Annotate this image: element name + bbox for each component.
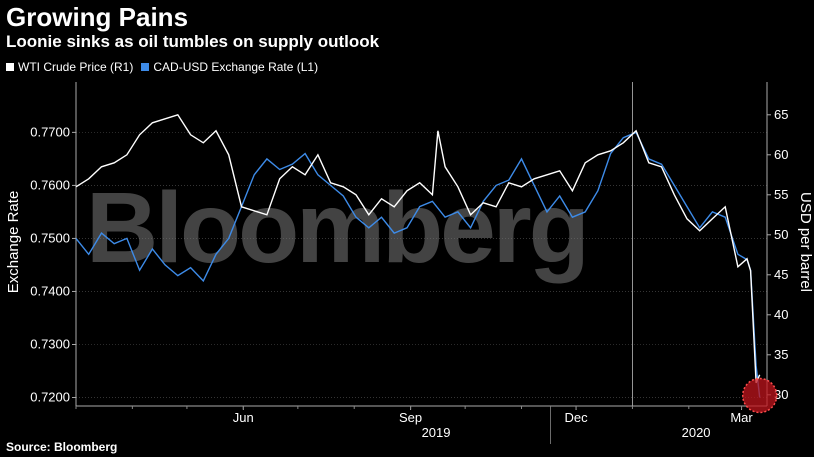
y-left-tick-label: 0.7300	[30, 336, 70, 351]
y-right-tick-label: 45	[774, 267, 788, 282]
y-left-tick-label: 0.7600	[30, 177, 70, 192]
legend: WTI Crude Price (R1) CAD-USD Exchange Ra…	[6, 60, 318, 74]
y-left-tick-label: 0.7200	[30, 390, 70, 405]
legend-swatch-cad	[141, 63, 150, 71]
y-right-tick-label: 40	[774, 307, 788, 322]
legend-label-cad: CAD-USD Exchange Rate (L1)	[153, 60, 319, 74]
legend-item-wti: WTI Crude Price (R1)	[6, 60, 133, 74]
series-line-wti-crude	[75, 113, 761, 384]
x-tick-label-month: Jun	[233, 410, 254, 425]
legend-item-cad: CAD-USD Exchange Rate (L1)	[141, 60, 318, 74]
source-note: Source: Bloomberg	[6, 440, 118, 454]
x-tick-label-month: Dec	[565, 410, 589, 425]
y-right-tick-label: 30	[774, 387, 788, 402]
x-tick-label-month: Mar	[730, 410, 753, 425]
x-year-label: 2020	[682, 425, 711, 440]
y-axis-left-label: Exchange Rate	[5, 191, 22, 294]
x-year-label: 2019	[422, 425, 451, 440]
series-line-cad-usd	[75, 131, 761, 398]
x-tick-label-month: Sep	[399, 410, 422, 425]
y-right-tick-label: 50	[774, 227, 788, 242]
y-left-tick-label: 0.7400	[30, 283, 70, 298]
watermark-bloomberg: Bloomberg	[86, 172, 587, 284]
drop-highlight-circle	[741, 377, 778, 414]
legend-swatch-wti	[6, 63, 14, 71]
series-lines	[75, 113, 761, 398]
y-axis-right-label: USD per barrel	[797, 192, 814, 292]
y-right-tick-label: 60	[774, 147, 788, 162]
axes: 0.7700 0.7600 0.7500 0.7400 0.7300 0.7200 65 60…	[30, 82, 788, 444]
y-right-tick-label: 65	[774, 107, 788, 122]
y-right-tick-label: 55	[774, 187, 788, 202]
chart-subtitle: Loonie sinks as oil tumbles on supply ou…	[6, 32, 380, 51]
y-right-tick-label: 35	[774, 347, 788, 362]
y-left-tick-label: 0.7700	[30, 124, 70, 139]
legend-label-wti: WTI Crude Price (R1)	[18, 60, 134, 74]
y-left-tick-label: 0.7500	[30, 230, 70, 245]
chart-title: Growing Pains	[6, 2, 189, 32]
